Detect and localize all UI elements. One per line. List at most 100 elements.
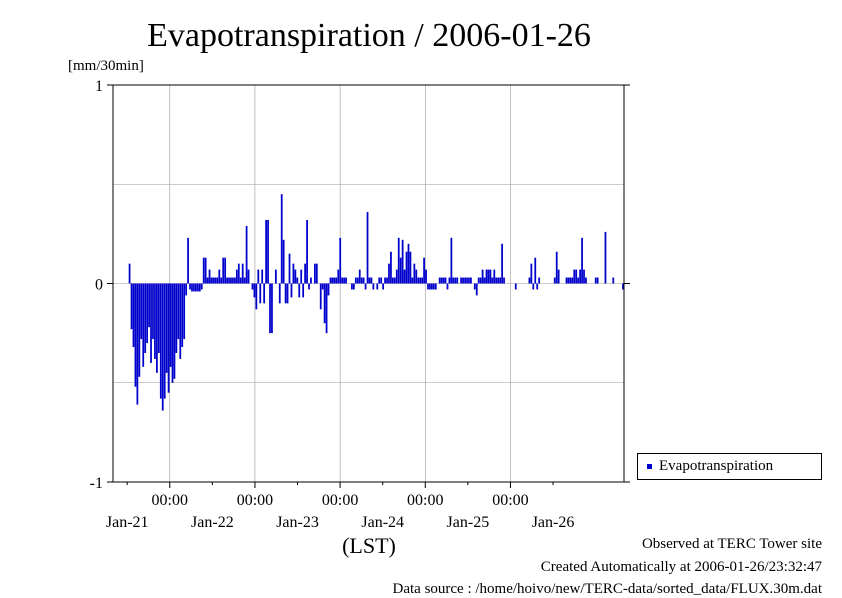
data-bar bbox=[392, 277, 394, 284]
data-bar bbox=[440, 277, 443, 284]
data-bar bbox=[366, 212, 369, 284]
data-bar bbox=[491, 277, 494, 284]
data-bar bbox=[415, 269, 418, 284]
data-bar bbox=[315, 263, 318, 284]
data-bar bbox=[257, 269, 260, 284]
data-bar bbox=[577, 277, 580, 284]
data-bar bbox=[362, 277, 365, 284]
data-bar bbox=[354, 277, 357, 284]
data-bar bbox=[300, 269, 303, 284]
created-note: Created Automatically at 2006-01-26/23:3… bbox=[540, 559, 822, 575]
data-bar bbox=[152, 283, 154, 340]
data-bar bbox=[329, 277, 332, 284]
data-bar bbox=[138, 283, 141, 377]
data-bar bbox=[405, 251, 408, 284]
data-bar bbox=[376, 283, 379, 290]
data-bar bbox=[278, 283, 281, 304]
data-bar bbox=[310, 277, 312, 284]
data-bar bbox=[514, 283, 517, 290]
data-bar bbox=[335, 277, 338, 284]
data-bar bbox=[413, 263, 416, 284]
data-bar bbox=[183, 283, 186, 340]
data-bar bbox=[432, 283, 435, 290]
data-bar bbox=[462, 277, 464, 284]
data-bar bbox=[579, 269, 581, 284]
data-bar bbox=[235, 269, 238, 284]
data-bar bbox=[167, 283, 170, 393]
data-bar bbox=[265, 219, 267, 284]
data-bar bbox=[144, 283, 147, 353]
data-bar bbox=[189, 283, 191, 290]
data-bar bbox=[196, 283, 199, 292]
data-bar bbox=[232, 277, 234, 284]
data-bar bbox=[390, 251, 392, 284]
data-bar bbox=[450, 237, 453, 284]
data-bar bbox=[368, 277, 371, 284]
data-bar bbox=[427, 283, 429, 290]
data-bars bbox=[128, 194, 624, 411]
data-bar bbox=[142, 283, 145, 367]
data-bar bbox=[573, 269, 576, 284]
data-bar bbox=[417, 277, 420, 284]
data-bar bbox=[339, 237, 342, 284]
data-bar bbox=[128, 263, 131, 284]
data-bar bbox=[226, 277, 228, 284]
data-bar bbox=[247, 269, 250, 284]
x-time-label: 00:00 bbox=[237, 492, 273, 509]
data-bar bbox=[200, 283, 203, 290]
data-bar bbox=[409, 251, 412, 284]
data-bar bbox=[372, 283, 375, 290]
data-bar bbox=[565, 277, 568, 284]
data-bar bbox=[528, 277, 531, 284]
data-bar bbox=[393, 277, 396, 284]
data-bar bbox=[360, 277, 363, 284]
data-bar bbox=[395, 269, 398, 284]
data-bar bbox=[323, 283, 326, 324]
data-bar bbox=[140, 283, 143, 340]
data-bar bbox=[208, 269, 211, 284]
data-bar bbox=[179, 283, 182, 359]
data-bar bbox=[612, 277, 615, 284]
data-bar bbox=[284, 283, 287, 304]
data-bar bbox=[327, 283, 330, 296]
data-bar bbox=[313, 263, 316, 284]
data-bar bbox=[321, 283, 324, 290]
data-bar bbox=[282, 239, 285, 284]
data-bar bbox=[191, 283, 193, 292]
data-bar bbox=[255, 283, 258, 310]
data-bar bbox=[156, 283, 158, 373]
data-bar bbox=[481, 269, 484, 284]
data-bar bbox=[530, 263, 533, 284]
data-bar bbox=[351, 283, 353, 290]
data-bar bbox=[308, 283, 310, 290]
data-bar bbox=[382, 283, 385, 290]
data-bar bbox=[452, 277, 455, 284]
data-bar bbox=[319, 283, 322, 310]
data-bar bbox=[386, 277, 388, 284]
data-bar bbox=[239, 277, 242, 284]
data-bar bbox=[493, 269, 496, 284]
data-bar bbox=[495, 277, 498, 284]
data-bar bbox=[468, 277, 470, 284]
data-bar bbox=[146, 283, 149, 344]
data-bar bbox=[157, 283, 160, 353]
data-bar bbox=[245, 225, 248, 284]
data-bar bbox=[388, 263, 390, 284]
x-date-label: Jan-21 bbox=[106, 514, 149, 531]
data-bar bbox=[501, 243, 503, 284]
data-bar bbox=[130, 283, 133, 330]
data-bar bbox=[337, 269, 340, 284]
data-bar bbox=[341, 277, 344, 284]
data-bar bbox=[585, 277, 587, 284]
data-bar bbox=[470, 277, 472, 284]
data-bar bbox=[380, 277, 383, 284]
data-bar bbox=[286, 283, 289, 304]
data-bar bbox=[454, 277, 457, 284]
y-tick-label: 0 bbox=[95, 277, 103, 294]
data-bar bbox=[216, 277, 219, 284]
data-bar bbox=[583, 269, 585, 284]
data-bar bbox=[159, 283, 162, 399]
data-bar bbox=[429, 283, 431, 290]
